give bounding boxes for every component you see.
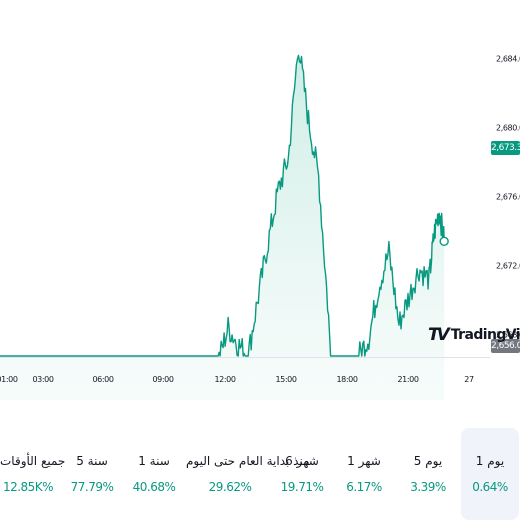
period-change: 40.68% bbox=[132, 480, 176, 494]
tradingview-watermark[interactable]: 𝙏𝙑 TradingView bbox=[428, 325, 520, 345]
tradingview-watermark-text: TradingView bbox=[450, 327, 520, 343]
x-tick-label: 18:00 bbox=[336, 375, 357, 384]
period-5-year[interactable]: 5 سنة 77.79% bbox=[64, 428, 120, 520]
period-change: 6.17% bbox=[346, 480, 382, 494]
last-price-tag: 2,673.39 bbox=[491, 141, 520, 155]
period-ytd[interactable]: منذ بداية العام حتى اليوم 29.62% bbox=[186, 428, 310, 520]
price-line bbox=[0, 54, 445, 357]
period-change: 29.62% bbox=[208, 480, 252, 494]
chart-canvas[interactable]: 2,684.00 2,680.00 2,676.00 2,672.00 2,668.00… bbox=[0, 0, 520, 400]
period-1-month[interactable]: 1 شهر 6.17% bbox=[338, 428, 390, 520]
period-change: 0.64% bbox=[472, 480, 508, 494]
y-tick-label: 2,668.00 bbox=[496, 331, 520, 340]
period-label: 1 شهر bbox=[347, 454, 381, 468]
x-tick-label: 12:00 bbox=[214, 375, 235, 384]
y-tick-label: 2,676.00 bbox=[496, 193, 520, 202]
x-tick-label: 15:00 bbox=[275, 375, 296, 384]
period-change: 77.79% bbox=[70, 480, 114, 494]
period-change: 12.85K% bbox=[2, 480, 54, 494]
x-tick-label: 27 bbox=[464, 375, 474, 384]
performance-periods: 1 يوم 0.64% 5 يوم 3.39% 1 شهر 6.17% 6 شه… bbox=[0, 428, 520, 520]
period-label: 5 يوم bbox=[413, 454, 443, 468]
period-1-day[interactable]: 1 يوم 0.64% bbox=[461, 428, 519, 520]
x-tick-label: 09:00 bbox=[152, 375, 173, 384]
x-tick-label: 06:00 bbox=[92, 375, 113, 384]
period-5-day[interactable]: 5 يوم 3.39% bbox=[402, 428, 454, 520]
tradingview-logo-icon: 𝙏𝙑 bbox=[428, 325, 450, 345]
y-tick-label: 2,664.00 bbox=[496, 400, 520, 401]
x-tick-label: 01:00 bbox=[0, 375, 18, 384]
x-tick-label: 21:00 bbox=[397, 375, 418, 384]
last-price-dot bbox=[439, 236, 449, 247]
period-change: 3.39% bbox=[410, 480, 446, 494]
period-label: 6 شهر bbox=[285, 454, 319, 468]
x-tick-label: 03:00 bbox=[32, 375, 53, 384]
period-label: 1 سنة bbox=[138, 454, 170, 468]
price-chart[interactable]: 2,684.00 2,680.00 2,676.00 2,672.00 2,668.00… bbox=[0, 0, 520, 400]
y-tick-label: 2,684.00 bbox=[496, 55, 520, 64]
period-all-time[interactable]: جميع الأوقات 12.85K% bbox=[0, 428, 66, 520]
period-label: جميع الأوقات bbox=[0, 454, 66, 468]
y-tick-label: 2,680.00 bbox=[496, 124, 520, 133]
period-change: 19.71% bbox=[280, 480, 324, 494]
price-area-fill bbox=[0, 55, 445, 400]
period-1-year[interactable]: 1 سنة 40.68% bbox=[126, 428, 182, 520]
period-label: 5 سنة bbox=[76, 454, 108, 468]
y-tick-label: 2,672.00 bbox=[496, 262, 520, 271]
base-price-tag: 2,656.08 bbox=[491, 339, 520, 353]
period-6-month[interactable]: 6 شهر 19.71% bbox=[274, 428, 330, 520]
period-label: 1 يوم bbox=[475, 454, 505, 468]
period-label: منذ بداية العام حتى اليوم bbox=[186, 454, 310, 468]
